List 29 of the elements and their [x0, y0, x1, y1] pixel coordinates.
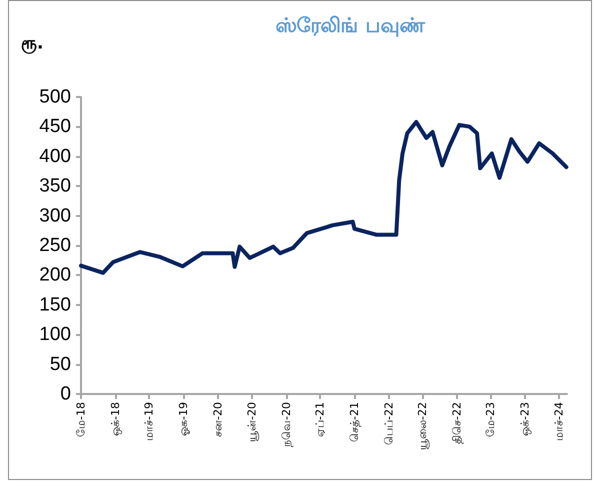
- x-tick-label: மாச்-24: [552, 402, 566, 441]
- y-tick-label: 300: [39, 205, 71, 226]
- y-tick-label: 50: [50, 354, 71, 375]
- x-tick-label: மே-18: [74, 402, 88, 437]
- x-tick-label: சன-20: [211, 402, 224, 437]
- y-tick-label: 150: [39, 294, 71, 316]
- x-tick-label: மாச்-19: [142, 402, 156, 441]
- x-tick-label: ஏப்-21: [314, 402, 327, 437]
- x-tick-label: ஒக்-23: [518, 402, 532, 436]
- y-tick-label: 500: [39, 86, 71, 108]
- x-tick-label: ஒக்-18: [108, 402, 122, 436]
- x-tick-label: நவெ-20: [280, 402, 293, 447]
- y-axis-title: ரூ.: [21, 34, 44, 54]
- x-tick-label: மே-23: [484, 402, 498, 437]
- y-tick-label: 0: [60, 384, 71, 404]
- chart-title: ஸ்ரேலிங் பவுண்: [276, 13, 426, 37]
- y-tick-label: 200: [39, 264, 71, 286]
- y-tick-label: 450: [39, 116, 71, 138]
- x-tick-label: ஓக-19: [177, 402, 190, 436]
- y-tick-label: 250: [39, 235, 71, 256]
- y-tick-label: 400: [39, 146, 71, 167]
- x-tick-label: திசெ-22: [450, 402, 464, 444]
- y-tick-label: 350: [39, 176, 71, 197]
- x-tick-label: யூன்-20: [245, 402, 258, 442]
- y-tick-label: 100: [39, 324, 71, 346]
- line-series: [79, 120, 568, 275]
- x-tick-label: பெப்-22: [382, 402, 396, 445]
- x-tick-label: யூலை-22: [416, 402, 429, 450]
- x-tick-label: செத்-21: [348, 402, 362, 442]
